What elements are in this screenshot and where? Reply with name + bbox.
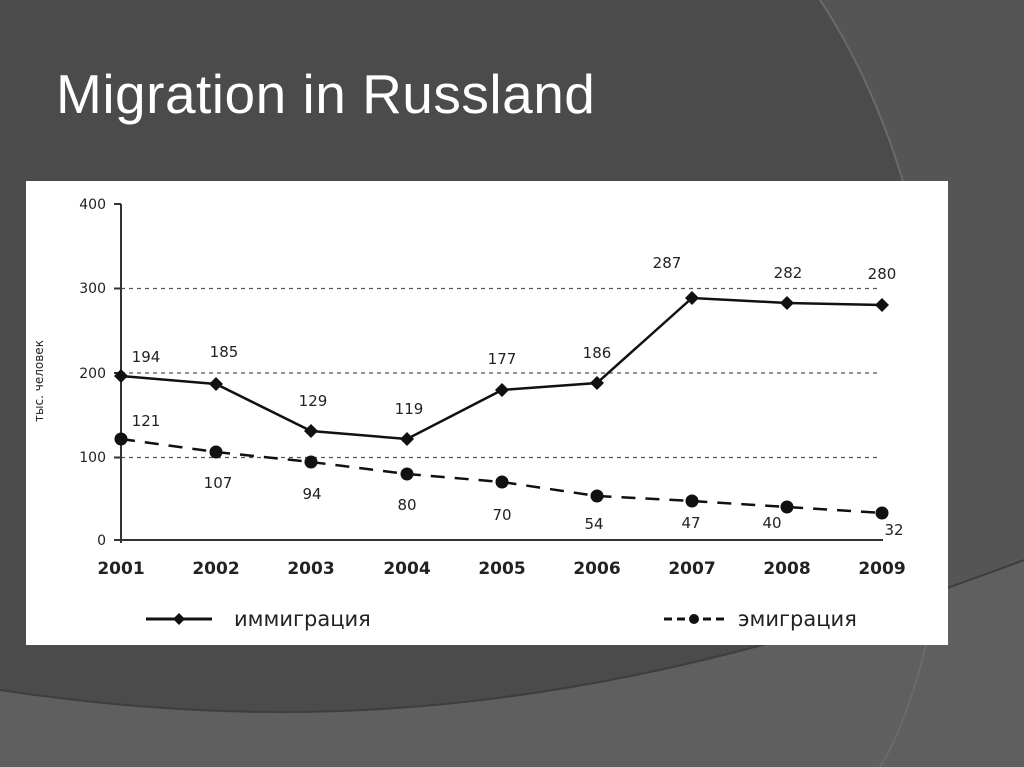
svg-text:2003: 2003 <box>287 559 334 579</box>
svg-text:2001: 2001 <box>97 559 144 579</box>
svg-text:2006: 2006 <box>573 559 620 579</box>
svg-text:80: 80 <box>397 496 416 514</box>
svg-text:2009: 2009 <box>858 559 905 579</box>
svg-text:287: 287 <box>653 254 682 272</box>
svg-text:119: 119 <box>395 400 424 418</box>
svg-text:107: 107 <box>204 474 233 492</box>
svg-text:эмиграция: эмиграция <box>738 607 857 631</box>
y-axis-title: тыс. человек <box>32 340 46 422</box>
svg-text:2002: 2002 <box>192 559 239 579</box>
svg-text:54: 54 <box>584 515 603 533</box>
legend: иммиграция эмиграция <box>146 607 857 631</box>
svg-text:280: 280 <box>868 265 897 283</box>
svg-text:129: 129 <box>299 392 328 410</box>
y-tick-100: 100 <box>79 450 106 466</box>
series-emigration: 121 107 94 80 70 54 47 40 32 <box>114 412 904 539</box>
svg-text:282: 282 <box>774 264 803 282</box>
svg-text:194: 194 <box>132 348 161 366</box>
legend-item-immigration: иммиграция <box>146 607 371 631</box>
slide-title: Migration in Russland <box>56 63 596 125</box>
x-axis-labels: 2001 2002 2003 2004 2005 2006 2007 2008 … <box>97 559 905 579</box>
line-chart: 400 300 200 100 0 тыс. человек 2001 2002… <box>32 197 906 631</box>
y-tick-400: 400 <box>79 197 106 213</box>
svg-text:70: 70 <box>492 506 511 524</box>
y-tick-300: 300 <box>79 281 106 297</box>
svg-text:177: 177 <box>488 350 517 368</box>
svg-text:121: 121 <box>132 412 161 430</box>
gridlines <box>121 287 881 459</box>
svg-text:47: 47 <box>681 514 700 532</box>
y-tick-0: 0 <box>97 533 106 549</box>
svg-text:94: 94 <box>302 485 321 503</box>
svg-text:2007: 2007 <box>668 559 715 579</box>
y-axis-labels: 400 300 200 100 0 <box>79 197 106 549</box>
y-tick-200: 200 <box>79 366 106 382</box>
chart-panel: 400 300 200 100 0 тыс. человек 2001 2002… <box>26 181 948 645</box>
svg-text:185: 185 <box>210 343 239 361</box>
legend-item-emigration: эмиграция <box>664 607 857 631</box>
svg-text:32: 32 <box>884 521 903 539</box>
series-immigration: 194 185 129 119 177 186 287 282 280 <box>114 254 896 446</box>
svg-text:2008: 2008 <box>763 559 810 579</box>
svg-text:186: 186 <box>583 344 612 362</box>
svg-text:иммиграция: иммиграция <box>234 607 371 631</box>
svg-text:2005: 2005 <box>478 559 525 579</box>
svg-text:2004: 2004 <box>383 559 430 579</box>
svg-text:40: 40 <box>762 514 781 532</box>
